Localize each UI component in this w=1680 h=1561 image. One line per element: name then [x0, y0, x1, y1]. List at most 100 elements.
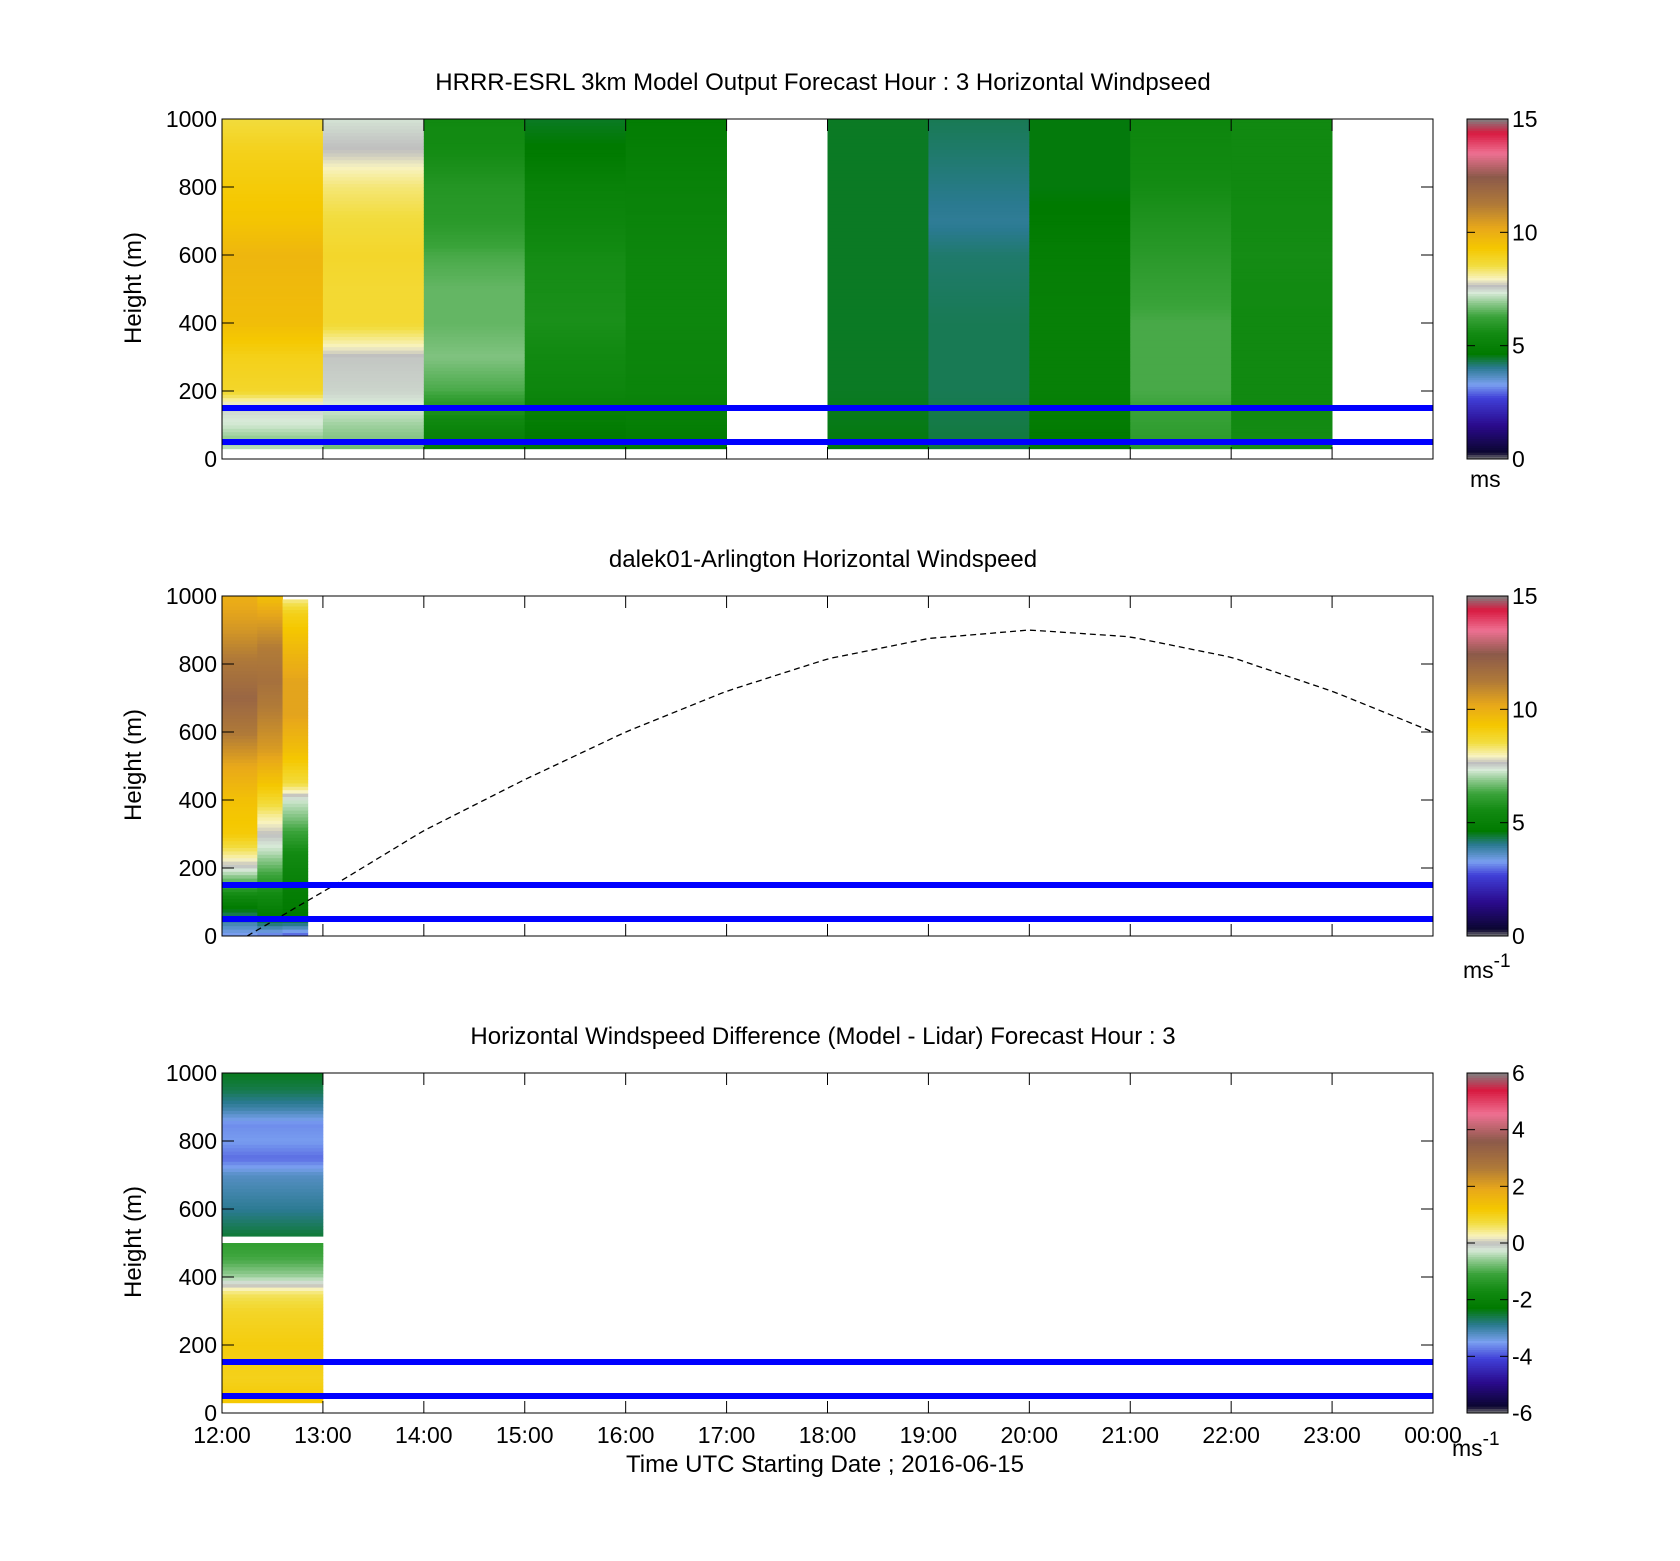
colorbar-segment	[1467, 132, 1508, 136]
colorbar-segment	[1467, 1297, 1508, 1301]
heatmap-cell	[1231, 129, 1333, 133]
heatmap-cell	[1029, 421, 1131, 426]
colorbar-segment	[1467, 1286, 1508, 1289]
heatmap-cell	[222, 241, 324, 246]
heatmap-cell	[257, 619, 283, 624]
colorbar-segment	[1467, 1233, 1508, 1237]
heatmap-cell	[222, 851, 258, 855]
heatmap-cell	[257, 599, 283, 604]
x-tick-label: 19:00	[900, 1422, 958, 1448]
heatmap-cell	[625, 323, 727, 327]
heatmap-cell	[222, 803, 258, 808]
heatmap-cell	[257, 834, 283, 838]
heatmap-cell	[928, 251, 1030, 256]
colorbar-segment	[1467, 634, 1508, 638]
heatmap-cell	[222, 1232, 324, 1237]
heatmap-cell	[222, 1348, 324, 1353]
panel-title: HRRR-ESRL 3km Model Output Forecast Hour…	[435, 69, 1210, 96]
colorbar-segment	[1467, 202, 1508, 206]
heatmap-cell	[423, 425, 526, 429]
colorbar-segment	[1467, 695, 1508, 699]
colorbar-segment	[1467, 391, 1508, 394]
heatmap-cell	[423, 139, 526, 144]
colorbar-segment	[1467, 1143, 1508, 1147]
heatmap-cell	[423, 231, 526, 235]
heatmap-cell	[1130, 166, 1232, 171]
heatmap-cell	[827, 214, 929, 218]
colorbar-tick-label: 2	[1512, 1173, 1525, 1199]
heatmap-cell	[1231, 357, 1333, 361]
colorbar-segment	[1467, 1322, 1508, 1326]
colorbar-segment	[1467, 813, 1508, 817]
heatmap-cell	[625, 272, 727, 276]
colorbar-segment	[1467, 1347, 1508, 1351]
colorbar-segment	[1467, 248, 1508, 251]
heatmap-cell	[222, 1229, 324, 1234]
colorbar-segment	[1467, 1179, 1508, 1183]
heatmap-cell	[827, 265, 929, 269]
heatmap-cell	[257, 657, 283, 661]
heatmap-cell	[222, 244, 324, 249]
heatmap-cell	[1130, 425, 1232, 429]
heatmap-cell	[625, 377, 727, 382]
colorbar-segment	[1467, 734, 1508, 738]
heatmap-cell	[625, 282, 727, 286]
colorbar-segment	[1467, 800, 1508, 803]
heatmap-cell	[322, 244, 425, 249]
y-tick-label: 0	[204, 1400, 217, 1426]
heatmap-cell	[282, 925, 309, 930]
heatmap-cell	[282, 891, 309, 896]
heatmap-cell	[222, 599, 258, 604]
colorbar-segment	[1467, 418, 1508, 421]
heatmap-cell	[1029, 265, 1131, 269]
heatmap-cell	[625, 418, 727, 422]
colorbar-segment	[1467, 193, 1508, 197]
heatmap-cell	[322, 316, 425, 320]
heatmap-cell	[827, 255, 929, 259]
colorbar-segment	[1467, 906, 1508, 910]
heatmap-cell	[257, 878, 283, 882]
heatmap-cell	[625, 173, 727, 178]
heatmap-cell	[322, 391, 425, 395]
heatmap-cell	[625, 139, 727, 144]
heatmap-cell	[1130, 380, 1232, 385]
heatmap-cell	[222, 874, 258, 879]
colorbar-segment	[1467, 361, 1508, 365]
heatmap-cell	[222, 377, 324, 382]
heatmap-cell	[222, 285, 324, 290]
heatmap-cell	[257, 677, 283, 682]
heatmap-cell	[1231, 204, 1333, 208]
y-tick-label: 200	[179, 1332, 217, 1358]
heatmap-cell	[222, 1110, 324, 1115]
heatmap-cell	[222, 397, 324, 402]
heatmap-cell	[222, 1141, 324, 1145]
heatmap-cell	[524, 241, 627, 246]
heatmap-cell	[222, 224, 324, 229]
colorbar-segment	[1467, 307, 1508, 310]
heatmap-cell	[524, 207, 627, 212]
colorbar-segment	[1467, 768, 1508, 772]
heatmap-cell	[827, 176, 929, 181]
colorbar-segment	[1467, 766, 1508, 769]
colorbar-segment	[1467, 443, 1508, 446]
heatmap-cell	[625, 380, 727, 385]
heatmap-cell	[222, 180, 324, 184]
colorbar-segment	[1467, 822, 1508, 826]
heatmap-cell	[524, 166, 627, 171]
heatmap-cell	[257, 868, 283, 872]
heatmap-cell	[928, 346, 1030, 351]
colorbar-tick-label: 15	[1512, 583, 1538, 609]
heatmap-cell	[524, 231, 627, 235]
heatmap-cell	[827, 129, 929, 133]
heatmap-cell	[222, 1188, 324, 1193]
heatmap-cell	[322, 346, 425, 351]
colorbar-segment	[1467, 289, 1508, 292]
heatmap-cell	[282, 643, 309, 648]
heatmap-cell	[257, 871, 283, 876]
colorbar-segment	[1467, 395, 1508, 399]
heatmap-cell	[423, 224, 526, 229]
heatmap-cell	[827, 251, 929, 256]
heatmap-cell	[322, 329, 425, 334]
heatmap-cell	[1231, 380, 1333, 385]
colorbar-segment	[1467, 668, 1508, 672]
